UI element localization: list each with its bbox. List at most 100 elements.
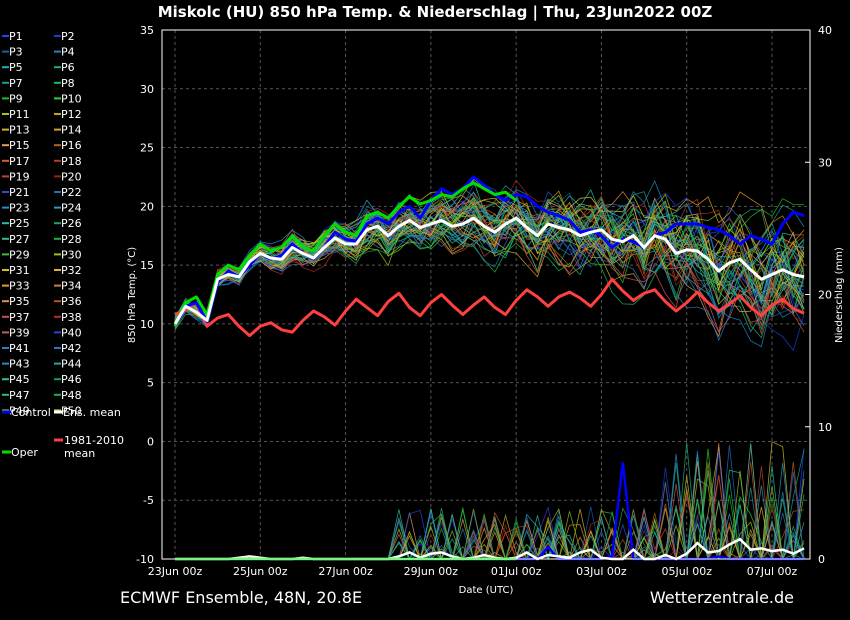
ensemble-line-p33 [174, 191, 805, 328]
legend-label-p44: P44 [61, 358, 82, 371]
x-tick-label: 29Jun 00z [404, 565, 459, 578]
legend-label-p35: P35 [9, 295, 30, 308]
ensemble-line-p42 [174, 214, 805, 320]
legend: P1 P2 P3 P4 P5 P6 P7 P8 P9 P10 P11 P12 P13 P14 P15 P16 P… [2, 30, 124, 460]
ensemble-line-p18 [174, 189, 805, 325]
legend-label-p37: P37 [9, 311, 30, 324]
legend-label-p5: P5 [9, 61, 23, 74]
grid [162, 29, 810, 560]
legend-label-p26: P26 [61, 217, 82, 230]
y-right-tick-label: 30 [818, 156, 832, 169]
x-axis-label: Date (UTC) [459, 585, 514, 596]
x-tick-label: 25Jun 00z [233, 565, 288, 578]
ensemble-line-p35 [174, 190, 805, 324]
y-tick-label: 20 [140, 200, 154, 213]
legend-label-p46: P46 [61, 373, 82, 386]
legend-label-p33: P33 [9, 280, 30, 293]
legend-label-p24: P24 [61, 202, 82, 215]
legend-label-ens-mean: Ens. mean [63, 406, 121, 419]
y-tick-label: 5 [147, 377, 154, 390]
x-tick-label: 03Jul 00z [576, 565, 627, 578]
legend-label-p28: P28 [61, 233, 82, 246]
y-right-tick-label: 0 [818, 553, 825, 566]
y-axis-right: 0 10 20 30 40 [805, 24, 832, 566]
legend-label-p7: P7 [9, 77, 23, 90]
y-tick-label: 0 [147, 435, 154, 448]
legend-label-p17: P17 [9, 155, 30, 168]
y-axis-label-left: 850 hPa Temp. (°C) [127, 247, 138, 343]
y-tick-label: 15 [140, 259, 154, 272]
legend-label-p4: P4 [61, 46, 75, 59]
plot-frame [161, 29, 811, 560]
legend-label-oper: Oper [11, 446, 38, 459]
legend-label-p48: P48 [61, 389, 82, 402]
y-axis-left: -10 -5 0 5 10 15 20 25 30 35 [136, 24, 154, 566]
y-tick-label: 35 [140, 24, 154, 37]
y-tick-label: 10 [140, 318, 154, 331]
legend-label-p42: P42 [61, 342, 82, 355]
y-tick-label: 25 [140, 142, 154, 155]
chart-title: Miskolc (HU) 850 hPa Temp. & Niederschla… [158, 3, 713, 22]
legend-label-p8: P8 [61, 77, 75, 90]
legend-label-p45: P45 [9, 373, 30, 386]
highlight-series [173, 175, 805, 338]
legend-label-p49: P49 [9, 404, 30, 417]
legend-label-p23: P23 [9, 202, 30, 215]
footer-source: ECMWF Ensemble, 48N, 20.8E [120, 588, 363, 607]
legend-label-p20: P20 [61, 170, 82, 183]
legend-label-p13: P13 [9, 124, 30, 137]
legend-label-p39: P39 [9, 326, 30, 339]
x-tick-label: 01Jul 00z [491, 565, 542, 578]
legend-label-p29: P29 [9, 248, 30, 261]
legend-label-climate-line1: 1981-2010 [64, 434, 124, 447]
y-right-tick-label: 20 [818, 289, 832, 302]
legend-label-p32: P32 [61, 264, 82, 277]
legend-label-p34: P34 [61, 280, 82, 293]
legend-label-p30: P30 [61, 248, 82, 261]
legend-label-p41: P41 [9, 342, 30, 355]
y-right-tick-label: 40 [818, 24, 832, 37]
legend-label-p36: P36 [61, 295, 82, 308]
x-tick-label: 07Jul 00z [747, 565, 798, 578]
y-axis-label-right: Niederschlag (mm) [834, 247, 845, 343]
series-1981-2010-mean [174, 277, 805, 338]
ensemble-line-p32 [174, 195, 805, 323]
ensemble-line-p44 [174, 199, 805, 323]
legend-label-p19: P19 [9, 170, 30, 183]
ensemble-line-p38 [174, 203, 805, 325]
legend-label-p18: P18 [61, 155, 82, 168]
x-tick-label: 23Jun 00z [148, 565, 203, 578]
legend-label-p6: P6 [61, 61, 75, 74]
ensemble-members [174, 178, 805, 561]
y-right-tick-label: 10 [818, 421, 832, 434]
x-tick-label: 27Jun 00z [318, 565, 373, 578]
legend-label-p14: P14 [61, 124, 82, 137]
y-tick-label: 30 [140, 83, 154, 96]
series-oper [173, 181, 518, 327]
legend-label-p50: P50 [61, 404, 82, 417]
legend-label-p38: P38 [61, 311, 82, 324]
legend-label-p12: P12 [61, 108, 82, 121]
x-axis: 23Jun 00z 25Jun 00z 27Jun 00z 29Jun 00z 01Ju… [148, 565, 798, 578]
legend-label-p1: P1 [9, 30, 23, 43]
series-ens-mean [173, 216, 805, 325]
legend-label-p10: P10 [61, 92, 82, 105]
legend-label-p31: P31 [9, 264, 30, 277]
legend-label-p22: P22 [61, 186, 82, 199]
legend-label-control: Control [11, 406, 51, 419]
legend-label-p2: P2 [61, 30, 75, 43]
y-tick-label: -5 [143, 494, 154, 507]
legend-label-p11: P11 [9, 108, 30, 121]
legend-label-p40: P40 [61, 326, 82, 339]
legend-label-p47: P47 [9, 389, 30, 402]
footer-site: Wetterzentrale.de [649, 588, 794, 607]
legend-label-p3: P3 [9, 46, 23, 59]
y-tick-label: -10 [136, 553, 154, 566]
legend-label-p16: P16 [61, 139, 82, 152]
legend-label-p9: P9 [9, 92, 23, 105]
legend-label-p15: P15 [9, 139, 30, 152]
ensemble-line-p39 [174, 200, 805, 334]
legend-label-p27: P27 [9, 233, 30, 246]
legend-label-p43: P43 [9, 358, 30, 371]
